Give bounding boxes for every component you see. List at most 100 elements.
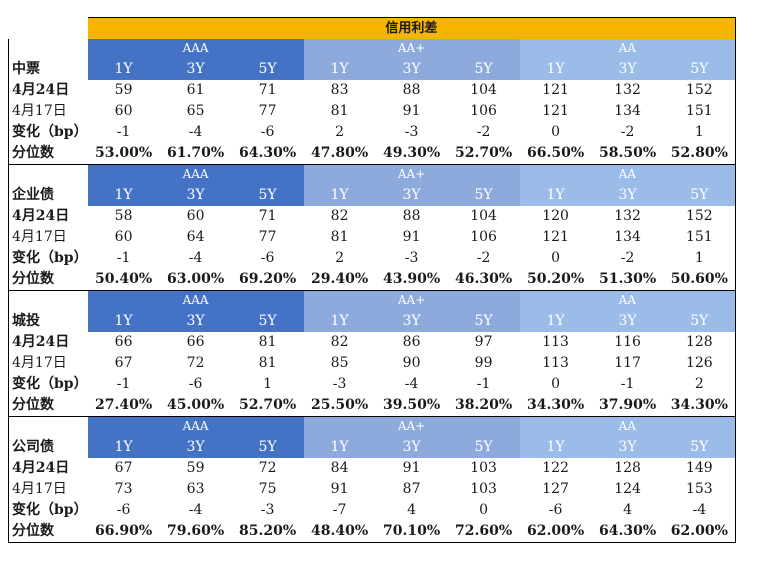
value-cell: -6 xyxy=(188,376,203,392)
value-cell: 34.30% xyxy=(519,395,592,417)
value-cell: 84 xyxy=(330,460,349,476)
value-cell: 71 xyxy=(258,208,277,224)
value-cell: 62.00% xyxy=(663,521,737,543)
value-cell: 52.80% xyxy=(663,143,737,165)
row-label: 4月17日 xyxy=(7,353,88,374)
value-cell: -2 xyxy=(476,124,491,140)
value-cell: -7 xyxy=(332,502,347,518)
row-label: 变化（bp） xyxy=(7,248,88,269)
value-cell: 77 xyxy=(258,229,277,245)
tenor-header: 3Y xyxy=(591,436,664,458)
value-cell: 83 xyxy=(330,82,349,98)
rating-grade-header: AA xyxy=(519,416,737,436)
value-cell: 81 xyxy=(330,103,349,119)
value-cell: 0 xyxy=(551,376,561,392)
value-cell: 90 xyxy=(402,355,421,371)
value-cell: 67 xyxy=(114,460,133,476)
value-cell: 126 xyxy=(663,353,737,374)
value-cell: 0 xyxy=(551,250,561,266)
rating-grade-header: AA+ xyxy=(303,164,520,184)
row-label: 分位数 xyxy=(7,521,88,543)
value-cell: 2 xyxy=(335,124,345,140)
value-cell: -4 xyxy=(404,376,419,392)
value-cell: 88 xyxy=(402,82,421,98)
value-cell: 128 xyxy=(614,460,641,476)
value-cell: 113 xyxy=(542,355,569,371)
value-cell: 97 xyxy=(474,334,493,350)
section-header-blank xyxy=(7,290,88,310)
tenor-header: 3Y xyxy=(159,436,232,458)
value-cell: 51.30% xyxy=(591,269,664,291)
tenor-header: 1Y xyxy=(303,436,376,458)
tenor-header-row: 城投 1Y 3Y 5Y 1Y 3Y 5Y 1Y 3Y 5Y xyxy=(7,310,737,332)
tenor-header: 5Y xyxy=(447,58,520,80)
value-cell: 106 xyxy=(470,229,497,245)
value-cell: 0 xyxy=(479,502,489,518)
tenor-header: 1Y xyxy=(519,58,592,80)
tenor-header-row: 中票 1Y 3Y 5Y 1Y 3Y 5Y 1Y 3Y 5Y xyxy=(7,58,737,80)
value-cell: 85.20% xyxy=(231,521,304,543)
value-cell: 1 xyxy=(263,376,273,392)
value-cell: 50.40% xyxy=(87,269,160,291)
tenor-header: 1Y xyxy=(519,184,592,206)
section-header-blank xyxy=(7,416,88,436)
tenor-header: 3Y xyxy=(591,58,664,80)
value-cell: 79.60% xyxy=(159,521,232,543)
value-cell: 128 xyxy=(663,332,737,353)
value-cell: -4 xyxy=(663,500,737,521)
value-cell: 2 xyxy=(663,374,737,395)
row-label: 4月17日 xyxy=(7,101,88,122)
value-cell: 63.00% xyxy=(159,269,232,291)
section-header-blank xyxy=(7,39,88,58)
value-cell: 64 xyxy=(186,229,205,245)
value-cell: 113 xyxy=(542,334,569,350)
value-cell: 50.20% xyxy=(519,269,592,291)
value-cell: -4 xyxy=(188,502,203,518)
value-cell: 153 xyxy=(663,479,737,500)
tenor-header: 3Y xyxy=(159,58,232,80)
tenor-header: 5Y xyxy=(447,184,520,206)
rating-grade-header: AAA xyxy=(87,39,304,58)
value-cell: -4 xyxy=(188,250,203,266)
date1-row: 4月24日 66 66 81 82 86 97 113 116 128 xyxy=(7,332,737,353)
value-cell: 103 xyxy=(470,460,497,476)
value-cell: -3 xyxy=(260,502,275,518)
tenor-header: 5Y xyxy=(231,184,304,206)
tenor-header: 1Y xyxy=(303,310,376,332)
value-cell: 29.40% xyxy=(303,269,376,291)
tenor-header: 3Y xyxy=(591,184,664,206)
value-cell: 49.30% xyxy=(375,143,448,165)
value-cell: 63 xyxy=(186,481,205,497)
value-cell: -2 xyxy=(620,250,635,266)
tenor-header: 1Y xyxy=(519,436,592,458)
value-cell: -3 xyxy=(332,376,347,392)
value-cell: 59 xyxy=(186,460,205,476)
change-row: 变化（bp） -1 -4 -6 2 -3 -2 0 -2 1 xyxy=(7,248,737,269)
value-cell: 149 xyxy=(663,458,737,479)
date2-row: 4月17日 60 64 77 81 91 106 121 134 151 xyxy=(7,227,737,248)
value-cell: 66 xyxy=(186,334,205,350)
value-cell: 60 xyxy=(186,208,205,224)
value-cell: 91 xyxy=(402,460,421,476)
tenor-header: 3Y xyxy=(159,310,232,332)
row-label: 变化（bp） xyxy=(7,500,88,521)
value-cell: 134 xyxy=(614,103,641,119)
value-cell: 58 xyxy=(114,208,133,224)
value-cell: 60 xyxy=(114,229,133,245)
value-cell: 52.70% xyxy=(447,143,520,165)
value-cell: 91 xyxy=(402,229,421,245)
row-label: 4月24日 xyxy=(7,458,88,479)
value-cell: 87 xyxy=(402,481,421,497)
value-cell: 61.70% xyxy=(159,143,232,165)
tenor-header: 3Y xyxy=(375,184,448,206)
value-cell: 151 xyxy=(663,227,737,248)
date1-row: 4月24日 59 61 71 83 88 104 121 132 152 xyxy=(7,80,737,101)
tenor-header: 1Y xyxy=(87,310,160,332)
change-row: 变化（bp） -1 -6 1 -3 -4 -1 0 -1 2 xyxy=(7,374,737,395)
date2-row: 4月17日 67 72 81 85 90 99 113 117 126 xyxy=(7,353,737,374)
value-cell: -6 xyxy=(548,502,563,518)
row-label: 4月24日 xyxy=(7,332,88,353)
date2-row: 4月17日 60 65 77 81 91 106 121 134 151 xyxy=(7,101,737,122)
section-name: 中票 xyxy=(7,58,88,80)
tenor-header: 3Y xyxy=(375,436,448,458)
